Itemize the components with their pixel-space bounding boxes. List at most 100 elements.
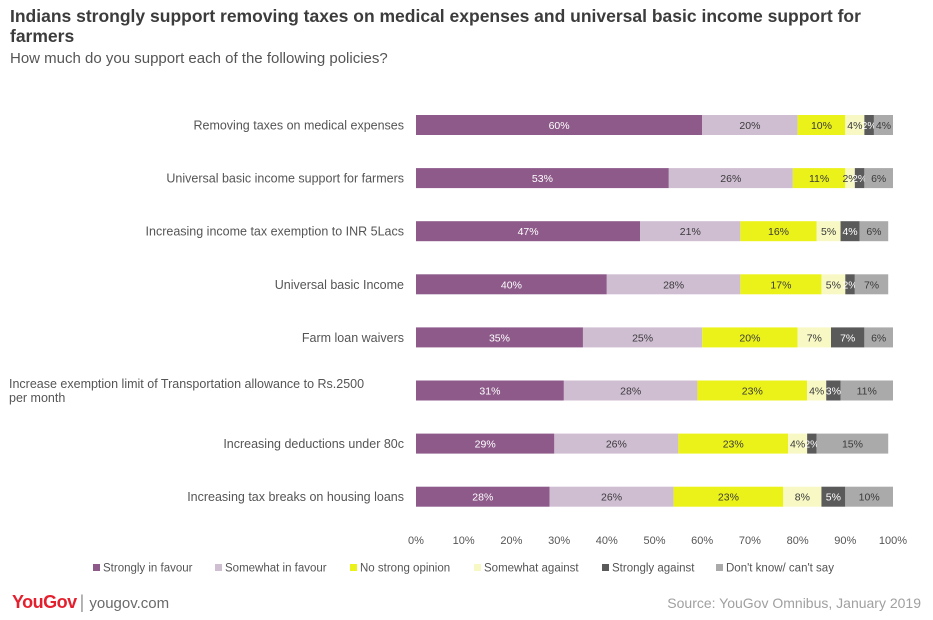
bar-somewhat-in-favour — [640, 221, 741, 242]
data-label: 26% — [601, 492, 622, 504]
bar-dont-know — [873, 115, 893, 135]
data-label: 31% — [479, 386, 500, 398]
bar-strongly-against — [826, 380, 841, 401]
bar-somewhat-against — [797, 327, 831, 348]
data-label: 4% — [847, 120, 862, 132]
data-label: 2% — [804, 439, 819, 451]
yougov-logo: YouGov — [12, 592, 77, 612]
bar-somewhat-against — [788, 433, 808, 454]
legend-swatch — [93, 564, 100, 571]
bar-strongly-in-favour — [416, 115, 703, 135]
legend-label: Somewhat against — [484, 563, 579, 575]
stacked-bar-chart: 60% 20% 10% 4% 2% 4%53% 26% 11% 2%2% 6%47% 21% 16% 5… — [9, 115, 907, 575]
bar-somewhat-against — [816, 221, 841, 242]
bar-strongly-against — [845, 274, 855, 295]
data-label: 28% — [620, 386, 641, 398]
brand-url[interactable]: yougov.com — [89, 595, 170, 612]
bar-strongly-in-favour — [416, 486, 550, 507]
x-tick-label: 100% — [879, 535, 907, 547]
bar-somewhat-against — [783, 486, 822, 507]
bar-somewhat-against — [821, 274, 846, 295]
bar-no-strong-opinion — [673, 486, 784, 507]
x-tick-label: 60% — [691, 535, 713, 547]
data-label: 23% — [723, 439, 744, 451]
data-label: 5% — [826, 279, 841, 291]
bar-somewhat-against — [845, 168, 855, 189]
x-tick-label: 50% — [643, 535, 665, 547]
data-label: 2% — [842, 173, 857, 185]
category-label: Increasing tax breaks on housing loans — [187, 490, 404, 504]
bar-dont-know — [854, 274, 889, 295]
bar-strongly-against — [840, 221, 860, 242]
bar-no-strong-opinion — [797, 115, 846, 135]
legend-swatch — [350, 564, 357, 571]
bar-no-strong-opinion — [740, 274, 822, 295]
data-label: 8% — [795, 492, 810, 504]
data-label: 28% — [663, 279, 684, 291]
data-label: 47% — [518, 226, 539, 238]
bar-strongly-against — [821, 486, 846, 507]
x-tick-label: 80% — [787, 535, 809, 547]
data-label: 4% — [842, 226, 857, 238]
category-labels: Removing taxes on medical expenses Univer… — [9, 119, 404, 505]
bar-strongly-in-favour — [416, 274, 607, 295]
x-tick-label: 30% — [548, 535, 570, 547]
data-label: 29% — [475, 439, 496, 451]
bar-no-strong-opinion — [792, 168, 846, 189]
data-label: 28% — [472, 492, 493, 504]
bar-no-strong-opinion — [702, 327, 798, 348]
data-label: 26% — [720, 173, 741, 185]
bar-strongly-in-favour — [416, 327, 583, 348]
bar-no-strong-opinion — [678, 433, 789, 454]
data-label: 7% — [840, 332, 855, 344]
bar-somewhat-against — [845, 115, 865, 135]
category-label: Universal basic income support for farme… — [166, 172, 404, 186]
category-label: Increasing income tax exemption to INR 5… — [146, 225, 404, 239]
category-label: Increase exemption limit of Transportati… — [9, 377, 364, 405]
bar-somewhat-in-favour — [582, 327, 703, 348]
bar-strongly-in-favour — [416, 433, 555, 454]
brand-separator: | — [79, 592, 85, 612]
x-tick-label: 20% — [500, 535, 522, 547]
bar-dont-know — [864, 327, 893, 348]
data-label: 3% — [826, 386, 841, 398]
bar-somewhat-in-favour — [554, 433, 679, 454]
x-tick-label: 90% — [834, 535, 856, 547]
data-label: 23% — [718, 492, 739, 504]
data-label: 5% — [826, 492, 841, 504]
data-label: 20% — [739, 332, 760, 344]
legend-swatch — [215, 564, 222, 571]
bar-strongly-against — [830, 327, 865, 348]
legend-swatch — [602, 564, 609, 571]
data-label: 15% — [842, 439, 863, 451]
bar-no-strong-opinion — [697, 380, 808, 401]
data-label: 60% — [549, 120, 570, 132]
data-label: 16% — [768, 226, 789, 238]
data-label: 6% — [871, 332, 886, 344]
legend-label: Don't know/ can't say — [726, 563, 834, 575]
bar-dont-know — [840, 380, 893, 401]
data-label: 11% — [857, 386, 877, 398]
bar-strongly-in-favour — [416, 380, 564, 401]
bar-somewhat-in-favour — [606, 274, 741, 295]
bar-dont-know — [816, 433, 889, 454]
data-label: 10% — [811, 120, 832, 132]
data-label: 53% — [532, 173, 553, 185]
x-tick-label: 40% — [596, 535, 618, 547]
bar-somewhat-in-favour — [563, 380, 698, 401]
data-label: 17% — [770, 279, 791, 291]
data-label: 6% — [866, 226, 881, 238]
data-label: 20% — [739, 120, 760, 132]
data-label: 5% — [821, 226, 836, 238]
chart-title: Indians strongly support removing taxes … — [10, 6, 861, 46]
bar-somewhat-in-favour — [702, 115, 798, 135]
data-label: 2% — [862, 120, 877, 132]
bar-dont-know — [845, 486, 893, 507]
bar-somewhat-against — [807, 380, 827, 401]
data-label: 6% — [871, 173, 886, 185]
data-label: 21% — [680, 226, 701, 238]
legend-label: Somewhat in favour — [225, 563, 327, 575]
source-note: Source: YouGov Omnibus, January 2019 — [667, 595, 921, 611]
category-label: Increasing deductions under 80c — [223, 437, 404, 451]
data-label: 4% — [876, 120, 891, 132]
